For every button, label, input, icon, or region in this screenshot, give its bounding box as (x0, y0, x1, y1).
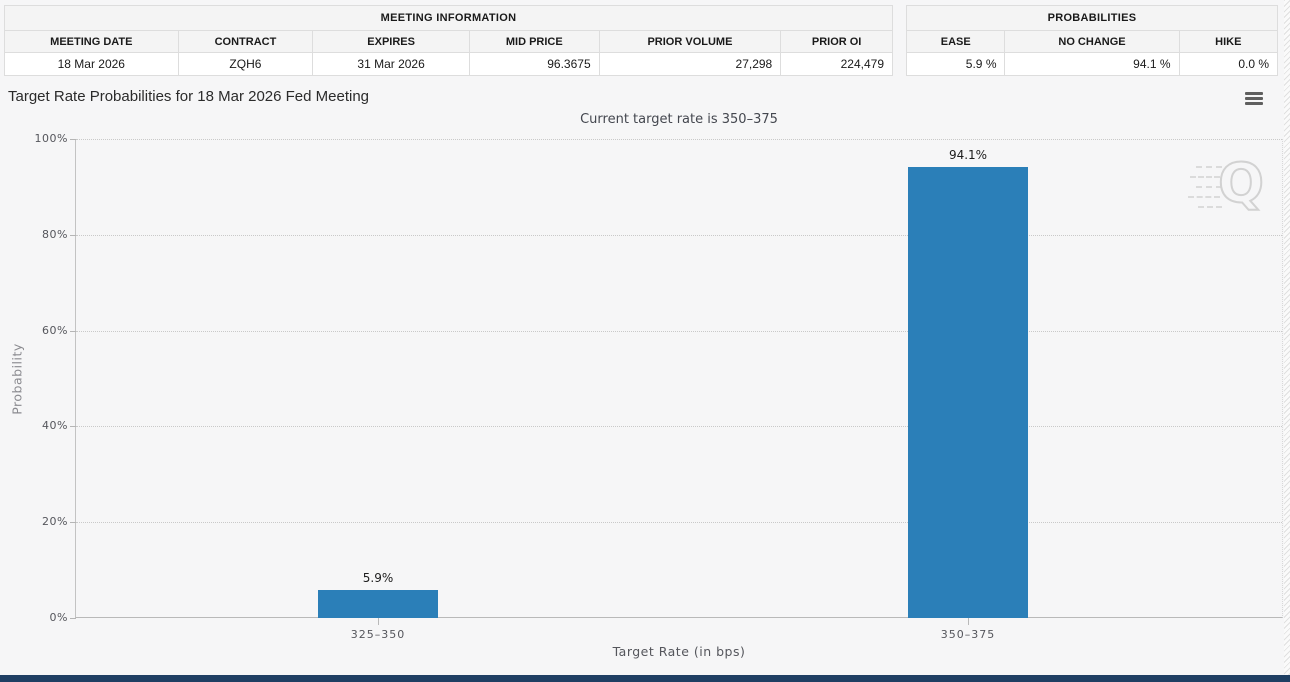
y-axis-tick (70, 139, 76, 140)
x-tick-label: 350–375 (940, 628, 996, 641)
meeting-information-data-row: 18 Mar 2026 ZQH6 31 Mar 2026 96.3675 27,… (5, 53, 892, 75)
probabilities-header-row: EASE NO CHANGE HIKE (907, 31, 1277, 53)
y-gridline (76, 139, 1282, 140)
x-axis-tick (378, 618, 379, 625)
y-axis-tick (70, 234, 76, 236)
y-tick-label: 80% (42, 227, 68, 241)
watermark-speed-line (1190, 176, 1220, 178)
watermark-speed-line (1188, 196, 1220, 198)
meeting-information-header-row: MEETING DATE CONTRACT EXPIRES MID PRICE … (5, 31, 892, 53)
chart-subtitle: Current target rate is 350–375 (580, 112, 778, 127)
y-gridline (76, 426, 1282, 428)
y-gridline (76, 330, 1282, 332)
y-gridline (76, 522, 1282, 524)
y-axis-tick (70, 522, 76, 524)
x-axis-title: Target Rate (in bps) (612, 644, 746, 659)
hamburger-menu-icon (1245, 92, 1263, 95)
y-tick-label: 0% (49, 611, 68, 624)
resize-gutter[interactable] (1284, 0, 1290, 682)
x-axis-tick (968, 618, 969, 625)
col-meeting-date: MEETING DATE (5, 31, 179, 53)
y-tick-label: 40% (42, 419, 68, 433)
col-prior-volume: PRIOR VOLUME (599, 31, 782, 53)
hamburger-menu-icon (1245, 97, 1263, 100)
y-axis-tick (70, 618, 76, 619)
y-tick-label: 60% (42, 323, 68, 337)
y-tick-label: 100% (34, 132, 68, 145)
probability-bar[interactable] (908, 167, 1028, 618)
quikstrike-watermark: Q (1188, 151, 1266, 216)
value-meeting-date: 18 Mar 2026 (5, 53, 179, 75)
y-tick-label: 20% (42, 515, 68, 529)
col-prior-oi: PRIOR OI (781, 31, 892, 53)
value-hike: 0.0 % (1179, 53, 1278, 75)
chart-title: Target Rate Probabilities for 18 Mar 202… (8, 88, 370, 105)
footer-bar (0, 675, 1290, 682)
value-ease: 5.9 % (907, 53, 1006, 75)
value-no-change: 94.1 % (1005, 53, 1180, 75)
col-hike: HIKE (1179, 31, 1277, 53)
col-ease: EASE (907, 31, 1006, 53)
watermark-speed-line (1196, 166, 1222, 168)
probabilities-table: PROBABILITIES EASE NO CHANGE HIKE 5.9 % … (906, 5, 1278, 76)
bar-value-label: 5.9% (362, 570, 394, 585)
y-axis-title: Probability (9, 342, 25, 415)
y-axis-title-wrap: Probability (2, 139, 32, 618)
value-mid-price: 96.3675 (469, 53, 600, 75)
value-prior-oi: 224,479 (781, 53, 892, 75)
meeting-information-title: MEETING INFORMATION (5, 6, 892, 31)
meeting-information-table: MEETING INFORMATION MEETING DATE CONTRAC… (4, 5, 893, 76)
y-axis-tick (70, 330, 76, 332)
y-axis-tick (70, 426, 76, 428)
watermark-speed-line (1198, 206, 1222, 208)
value-expires: 31 Mar 2026 (313, 53, 470, 75)
x-tick-label: 325–350 (350, 628, 406, 641)
value-contract: ZQH6 (178, 53, 314, 75)
col-contract: CONTRACT (178, 31, 314, 53)
col-no-change: NO CHANGE (1005, 31, 1180, 53)
value-prior-volume: 27,298 (599, 53, 782, 75)
probabilities-data-row: 5.9 % 94.1 % 0.0 % (907, 53, 1278, 75)
watermark-speed-line (1196, 186, 1222, 188)
chart-menu-button[interactable] (1245, 92, 1265, 108)
probabilities-title: PROBABILITIES (907, 6, 1277, 31)
probability-bar[interactable] (318, 589, 438, 618)
col-mid-price: MID PRICE (469, 31, 600, 53)
col-expires: EXPIRES (313, 31, 470, 53)
hamburger-menu-icon (1245, 102, 1263, 105)
quikstrike-q-logo: Q (1217, 151, 1265, 216)
bar-value-label: 94.1% (948, 148, 988, 163)
bar-chart-plot-area: 0% 20% 40% 60% 80% 100% 5.9% 325–350 94.1% 350–37… (35, 132, 1283, 641)
y-gridline (76, 234, 1282, 236)
